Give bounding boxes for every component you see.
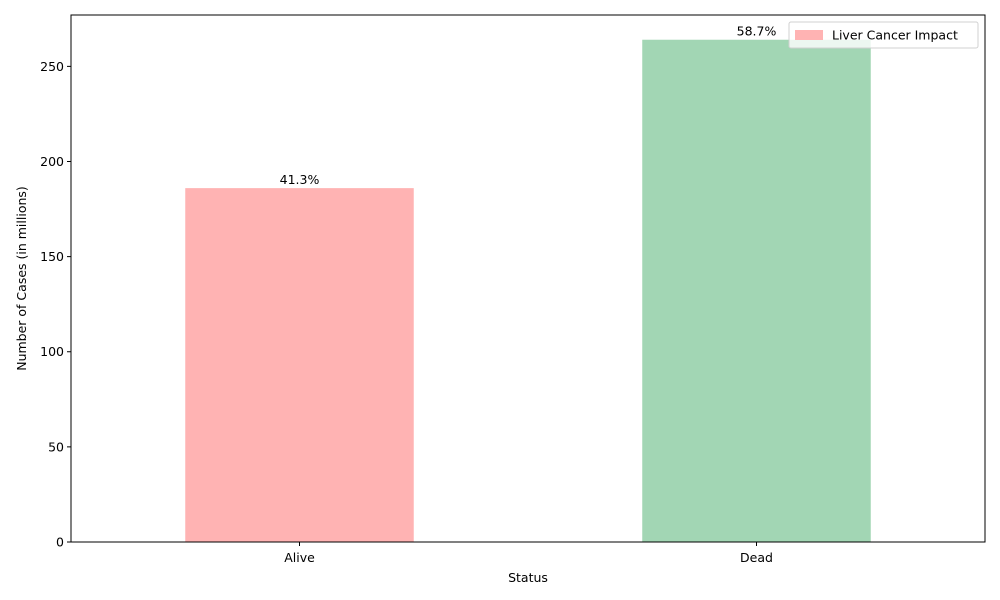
bar-alive [185,188,414,543]
legend: Liver Cancer Impact [788,21,979,49]
x-axis: Alive Dead [284,542,773,565]
bar-dead [642,39,871,543]
data-label-dead: 58.7% [737,24,777,39]
x-tick-label: Dead [740,550,773,565]
legend-entry-label: Liver Cancer Impact [832,28,958,43]
data-labels-layer: 41.3% 58.7% [280,24,777,187]
y-tick-label: 200 [40,154,64,169]
bars-layer [185,39,871,543]
y-tick-label: 0 [56,535,64,550]
y-tick-label: 50 [48,439,64,454]
data-label-alive: 41.3% [280,172,320,187]
y-tick-label: 150 [40,249,64,264]
legend-swatch [795,30,823,40]
y-axis-label: Number of Cases (in millions) [14,186,29,371]
plot-area-frame [70,14,986,543]
x-tick-label: Alive [284,550,315,565]
legend-box [788,21,979,49]
y-tick-label: 100 [40,344,64,359]
y-tick-label: 250 [40,59,64,74]
x-axis-label: Status [508,570,548,585]
y-axis: 0 50 100 150 200 250 [40,59,71,550]
